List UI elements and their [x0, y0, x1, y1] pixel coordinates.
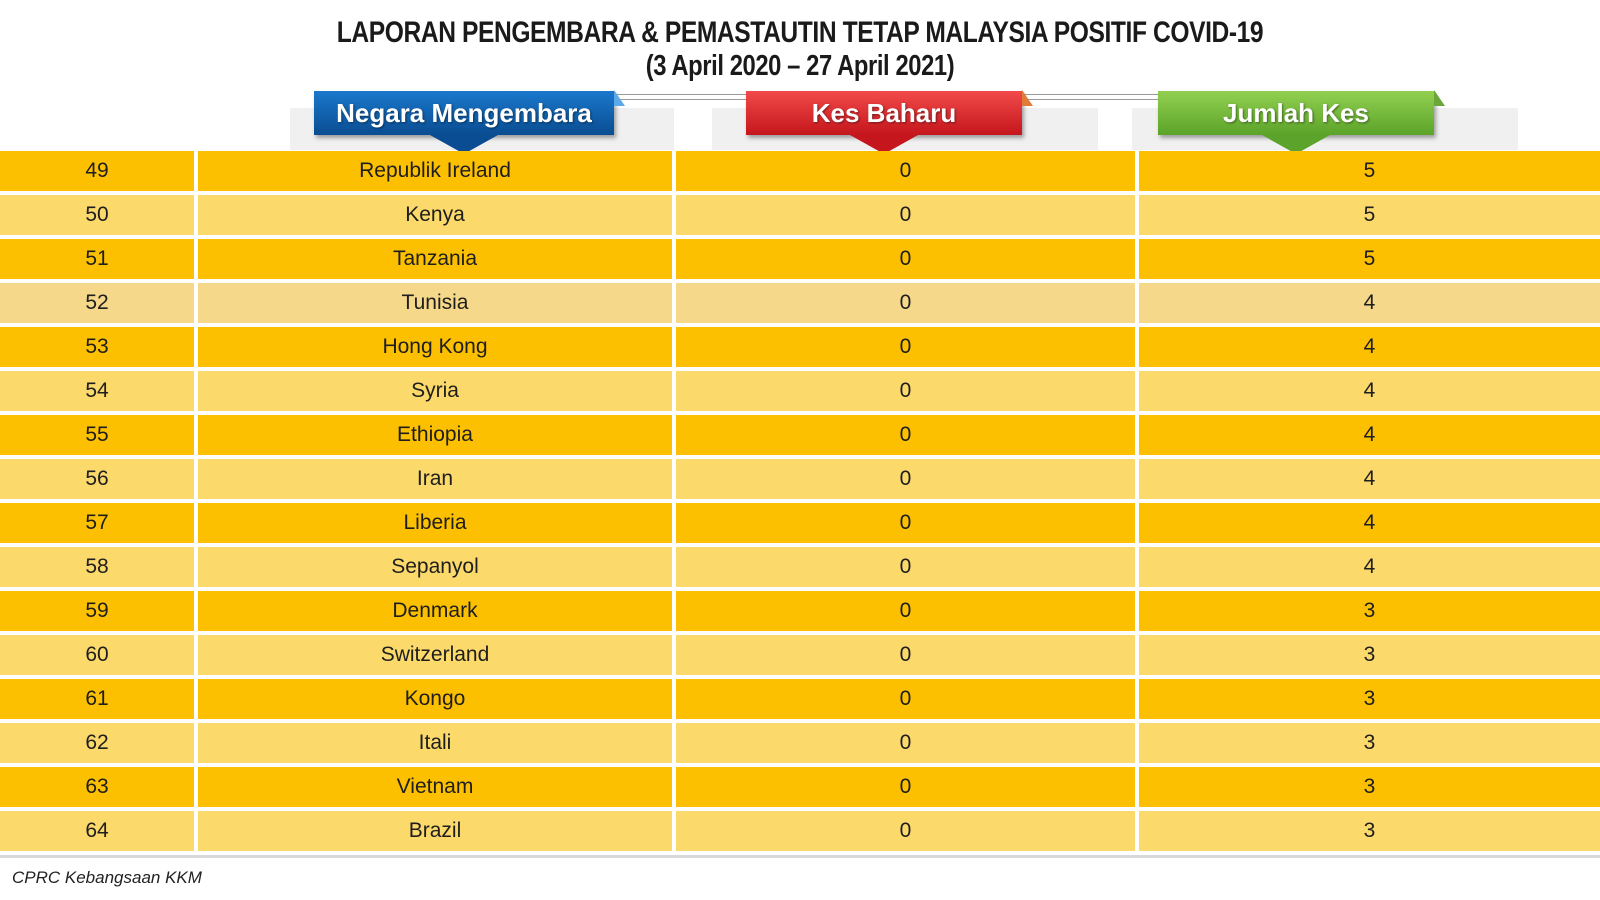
row-number: 63	[0, 767, 198, 807]
row-number: 50	[0, 195, 198, 235]
row-total-cases: 5	[1139, 195, 1600, 235]
header-connector-line	[1022, 94, 1158, 100]
table-row: 60 Switzerland 0 3	[0, 635, 1600, 679]
row-country: Tanzania	[198, 239, 676, 279]
row-number: 49	[0, 151, 198, 191]
banner-arrow-icon	[850, 135, 918, 154]
row-total-cases: 3	[1139, 723, 1600, 763]
banner-fold-icon	[1434, 90, 1445, 106]
row-new-cases: 0	[676, 503, 1139, 543]
row-total-cases: 4	[1139, 547, 1600, 587]
column-header-country-label: Negara Mengembara	[336, 97, 592, 128]
row-country: Sepanyol	[198, 547, 676, 587]
row-total-cases: 5	[1139, 151, 1600, 191]
row-new-cases: 0	[676, 327, 1139, 367]
banner-arrow-icon	[430, 135, 498, 154]
table-row: 64 Brazil 0 3	[0, 811, 1600, 855]
row-country: Denmark	[198, 591, 676, 631]
row-total-cases: 4	[1139, 415, 1600, 455]
table-row: 54 Syria 0 4	[0, 371, 1600, 415]
row-country: Ethiopia	[198, 415, 676, 455]
row-country: Brazil	[198, 811, 676, 851]
banner-fold-icon	[614, 90, 625, 106]
row-new-cases: 0	[676, 547, 1139, 587]
table-row: 62 Itali 0 3	[0, 723, 1600, 767]
row-total-cases: 5	[1139, 239, 1600, 279]
report-date-range: (3 April 2020 – 27 April 2021)	[645, 50, 955, 82]
row-total-cases: 4	[1139, 503, 1600, 543]
row-number: 59	[0, 591, 198, 631]
row-number: 60	[0, 635, 198, 675]
row-number: 61	[0, 679, 198, 719]
row-new-cases: 0	[676, 679, 1139, 719]
report-title: LAPORAN PENGEMBARA & PEMASTAUTIN TETAP M…	[336, 16, 1264, 49]
table-row: 49 Republik Ireland 0 5	[0, 151, 1600, 195]
row-new-cases: 0	[676, 415, 1139, 455]
row-total-cases: 3	[1139, 811, 1600, 851]
row-number: 64	[0, 811, 198, 851]
row-country: Iran	[198, 459, 676, 499]
row-country: Tunisia	[198, 283, 676, 323]
table-row: 56 Iran 0 4	[0, 459, 1600, 503]
row-total-cases: 3	[1139, 679, 1600, 719]
row-total-cases: 4	[1139, 327, 1600, 367]
row-new-cases: 0	[676, 811, 1139, 851]
row-new-cases: 0	[676, 371, 1139, 411]
row-total-cases: 4	[1139, 371, 1600, 411]
table-row: 61 Kongo 0 3	[0, 679, 1600, 723]
row-number: 57	[0, 503, 198, 543]
row-country: Vietnam	[198, 767, 676, 807]
table-row: 50 Kenya 0 5	[0, 195, 1600, 239]
column-header-new-cases: Kes Baharu	[746, 90, 1033, 154]
row-new-cases: 0	[676, 723, 1139, 763]
table-row: 59 Denmark 0 3	[0, 591, 1600, 635]
row-country: Kenya	[198, 195, 676, 235]
row-new-cases: 0	[676, 591, 1139, 631]
row-country: Switzerland	[198, 635, 676, 675]
table-row: 58 Sepanyol 0 4	[0, 547, 1600, 591]
row-new-cases: 0	[676, 239, 1139, 279]
row-new-cases: 0	[676, 767, 1139, 807]
row-number: 51	[0, 239, 198, 279]
row-new-cases: 0	[676, 459, 1139, 499]
row-number: 54	[0, 371, 198, 411]
row-total-cases: 4	[1139, 459, 1600, 499]
row-country: Syria	[198, 371, 676, 411]
row-total-cases: 4	[1139, 283, 1600, 323]
row-number: 62	[0, 723, 198, 763]
row-country: Republik Ireland	[198, 151, 676, 191]
row-country: Hong Kong	[198, 327, 676, 367]
row-new-cases: 0	[676, 635, 1139, 675]
table-row: 57 Liberia 0 4	[0, 503, 1600, 547]
source-credit: CPRC Kebangsaan KKM	[12, 868, 202, 887]
row-country: Liberia	[198, 503, 676, 543]
banner-fold-icon	[1022, 90, 1033, 106]
row-new-cases: 0	[676, 283, 1139, 323]
banner-arrow-icon	[1262, 135, 1330, 154]
row-country: Kongo	[198, 679, 676, 719]
column-header-new-cases-label: Kes Baharu	[811, 97, 957, 128]
table-row: 63 Vietnam 0 3	[0, 767, 1600, 811]
row-number: 55	[0, 415, 198, 455]
row-new-cases: 0	[676, 195, 1139, 235]
row-number: 56	[0, 459, 198, 499]
row-country: Itali	[198, 723, 676, 763]
table-row: 55 Ethiopia 0 4	[0, 415, 1600, 459]
row-new-cases: 0	[676, 151, 1139, 191]
cases-table: 49 Republik Ireland 0 5 50 Kenya 0 5 51 Tanzania 0…	[0, 151, 1600, 855]
row-total-cases: 3	[1139, 591, 1600, 631]
row-number: 53	[0, 327, 198, 367]
row-number: 52	[0, 283, 198, 323]
table-row: 52 Tunisia 0 4	[0, 283, 1600, 327]
column-header-country: Negara Mengembara	[314, 90, 625, 154]
row-total-cases: 3	[1139, 635, 1600, 675]
column-header-total-cases-label: Jumlah Kes	[1223, 97, 1369, 128]
header-connector-line	[614, 94, 746, 100]
column-header-total-cases: Jumlah Kes	[1158, 90, 1445, 154]
table-row: 51 Tanzania 0 5	[0, 239, 1600, 283]
row-number: 58	[0, 547, 198, 587]
table-bottom-border	[0, 855, 1600, 858]
table-row: 53 Hong Kong 0 4	[0, 327, 1600, 371]
row-total-cases: 3	[1139, 767, 1600, 807]
